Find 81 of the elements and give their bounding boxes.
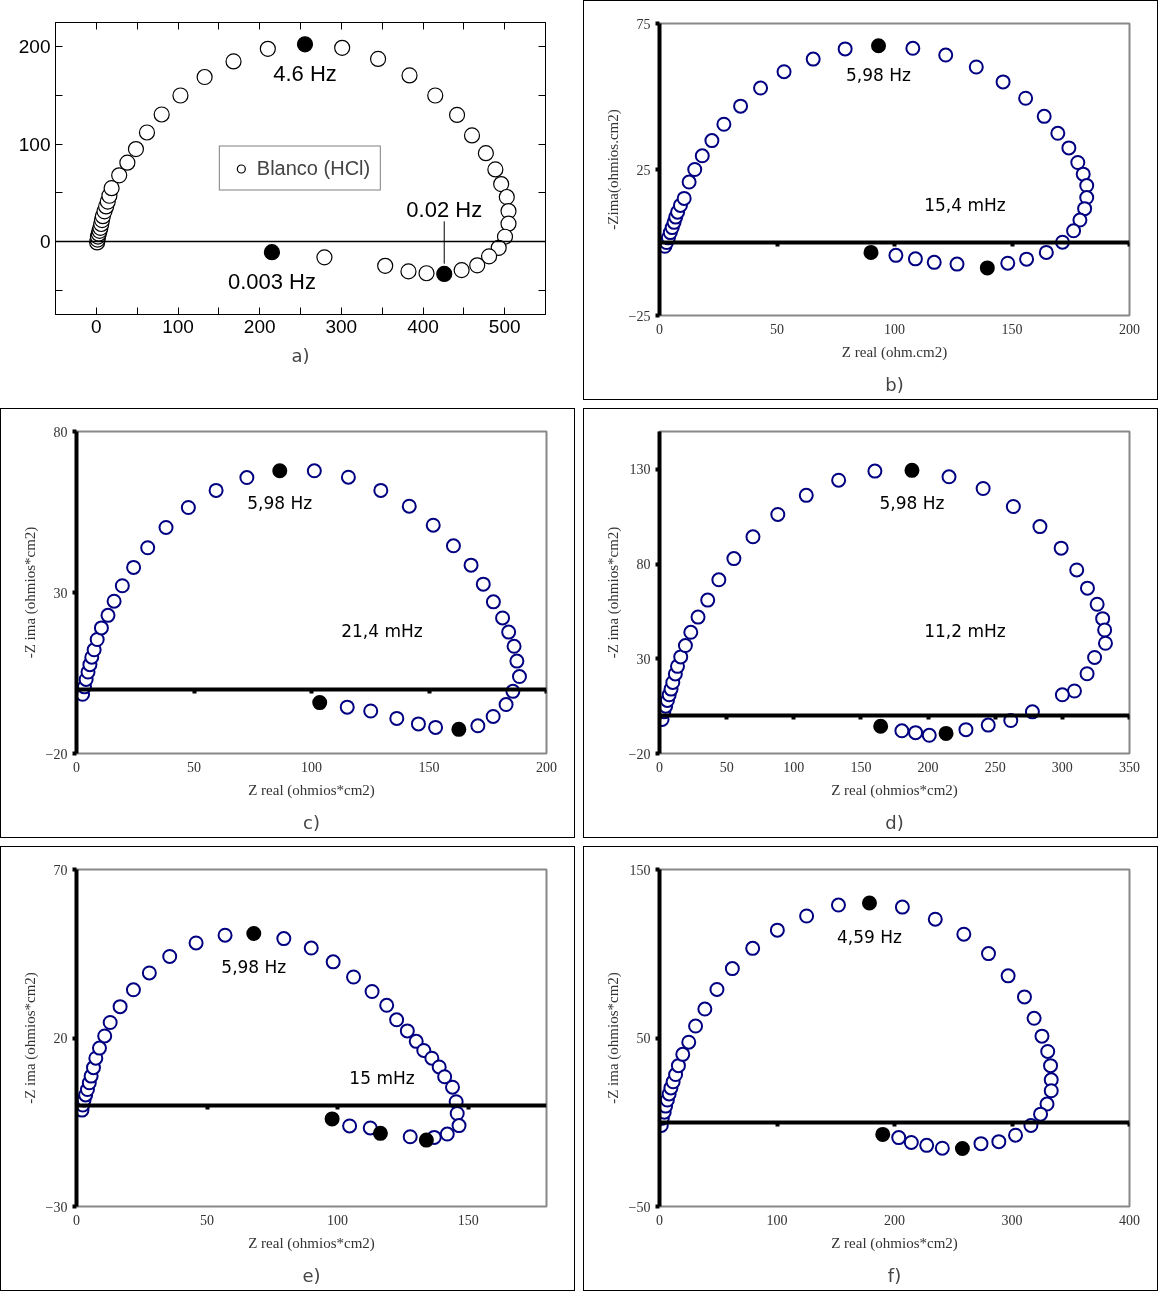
x-tick-label: 200 xyxy=(917,759,939,775)
y-tick-label: 100 xyxy=(18,133,51,155)
x-tick-label: 100 xyxy=(301,759,322,775)
y-tick-label: −30 xyxy=(45,1199,68,1215)
x-tick-label: 150 xyxy=(418,759,440,775)
y-tick-label: −20 xyxy=(628,746,651,762)
y-axis-title: -Z ima (ohmios*cm2) xyxy=(21,526,39,659)
y-tick-label: 150 xyxy=(629,862,651,878)
y-tick-label: 70 xyxy=(53,862,68,878)
x-tick-label: 0 xyxy=(73,1212,80,1228)
text: f) xyxy=(887,1264,902,1286)
y-tick-label: 80 xyxy=(53,424,68,440)
y-tick-label: 50 xyxy=(636,1031,651,1046)
x-tick-label: 200 xyxy=(536,759,557,775)
annotation: 5,98 Hz xyxy=(846,64,912,85)
x-tick-label: 400 xyxy=(1119,1212,1140,1228)
x-axis-title: Z real (ohmios*cm2) xyxy=(248,1234,375,1252)
y-axis-title: -Z ima (ohmios*cm2) xyxy=(604,526,622,659)
y-tick-label: 80 xyxy=(636,557,651,573)
x-tick-label: 0 xyxy=(73,759,80,775)
x-tick-label: 150 xyxy=(850,759,872,775)
x-tick-label: 0 xyxy=(656,1212,663,1228)
y-axis-title: -Z ima (ohmios*cm2) xyxy=(604,972,622,1104)
x-tick-label: 100 xyxy=(884,321,905,337)
x-tick-label: 200 xyxy=(243,315,276,337)
x-tick-label: 250 xyxy=(984,759,1006,775)
annotation: 4.6 Hz xyxy=(273,61,337,86)
annotation: 5,98 Hz xyxy=(221,957,287,978)
x-tick-label: 300 xyxy=(1001,1212,1023,1228)
x-tick-label: 200 xyxy=(884,1212,905,1228)
x-tick-label: 50 xyxy=(719,759,734,775)
annotation: 5,98 Hz xyxy=(879,492,945,513)
x-axis-title: Z real (ohmios*cm2) xyxy=(831,1234,958,1252)
x-tick-label: 300 xyxy=(1051,759,1073,775)
annotation: 15 mHz xyxy=(349,1068,415,1089)
x-axis-title: Z real (ohmios*cm2) xyxy=(248,781,375,799)
text: d) xyxy=(885,811,904,833)
x-tick-label: 50 xyxy=(187,759,201,775)
x-tick-label: 50 xyxy=(770,321,784,337)
y-tick-label: −20 xyxy=(45,746,68,762)
x-tick-label: 150 xyxy=(1001,321,1023,337)
y-tick-label: 130 xyxy=(629,462,651,478)
y-tick-label: 30 xyxy=(636,651,651,667)
x-tick-label: 0 xyxy=(656,759,663,775)
x-tick-label: 150 xyxy=(457,1212,479,1228)
annotation: 4,59 Hz xyxy=(836,926,903,947)
annotation: 15,4 mHz xyxy=(924,194,1006,215)
x-tick-label: 350 xyxy=(1119,759,1140,775)
y-tick-label: 25 xyxy=(636,162,651,178)
x-tick-label: 300 xyxy=(325,315,358,337)
y-tick-label: 30 xyxy=(53,585,68,601)
y-tick-label: −50 xyxy=(628,1199,651,1215)
annotation: 11,2 mHz xyxy=(924,621,1006,642)
x-tick-label: 0 xyxy=(656,321,663,337)
text: b) xyxy=(885,373,904,395)
annotation: 0.003 Hz xyxy=(227,268,316,294)
annotation: 21,4 mHz xyxy=(341,621,423,642)
y-tick-label: 75 xyxy=(636,16,651,32)
x-tick-label: 100 xyxy=(783,759,805,775)
y-tick-label: 0 xyxy=(39,231,51,252)
x-tick-label: 100 xyxy=(162,315,194,337)
x-tick-label: 0 xyxy=(91,315,102,337)
y-axis-title: -Zima(ohmios.cm2) xyxy=(604,109,622,230)
x-tick-label: 50 xyxy=(200,1212,215,1228)
x-tick-label: 500 xyxy=(488,315,521,337)
text: e) xyxy=(302,1264,321,1286)
y-tick-label: 200 xyxy=(18,36,51,58)
y-axis-title: -Z ima (ohmios*cm2) xyxy=(21,972,39,1104)
x-tick-label: 100 xyxy=(766,1212,788,1228)
y-tick-label: 20 xyxy=(53,1031,68,1046)
annotation: 5,98 Hz xyxy=(247,492,313,513)
y-tick-label: −25 xyxy=(628,308,651,324)
x-axis-title: Z real (ohmios*cm2) xyxy=(831,781,958,799)
text: a) xyxy=(291,344,310,366)
annotation: 0.02 Hz xyxy=(406,197,483,223)
legend-label: Blanco (HCl) xyxy=(256,156,371,180)
x-tick-label: 400 xyxy=(407,315,439,337)
text: c) xyxy=(303,811,320,833)
x-tick-label: 200 xyxy=(1119,321,1140,337)
x-axis-title: Z real (ohm.cm2) xyxy=(841,343,948,361)
x-tick-label: 100 xyxy=(327,1212,349,1228)
